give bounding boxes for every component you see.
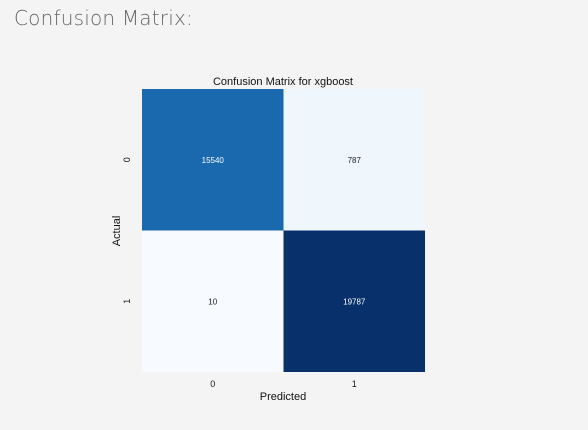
heatmap-cell-r1-c1: [283, 230, 425, 372]
heatmap-cell-r0-c1: [283, 89, 425, 231]
confusion-matrix-figure: Confusion Matrix for xgboost 15540 787 10 1…: [100, 66, 450, 411]
cell-value-label: 19787: [343, 297, 366, 306]
chart-title: Confusion Matrix for xgboost: [213, 76, 353, 88]
cell-value-label: 15540: [202, 156, 225, 165]
heatmap-cell-r0-c0: [142, 89, 284, 231]
heatmap-cell-r1-c0: [142, 230, 284, 372]
x-tick-label: 0: [210, 379, 215, 389]
page-title: Confusion Matrix:: [14, 6, 193, 30]
x-axis-label: Predicted: [260, 391, 306, 403]
x-tick-label: 1: [352, 379, 357, 389]
y-axis-label: Actual: [111, 216, 123, 247]
heatmap-cells: 15540 787 10 19787: [142, 89, 425, 372]
y-tick-label: 0: [122, 157, 132, 162]
cell-value-label: 787: [348, 156, 362, 165]
y-tick-label: 1: [122, 299, 132, 304]
axis-ticks: 0 101: [122, 157, 357, 389]
cell-value-label: 10: [208, 297, 217, 306]
